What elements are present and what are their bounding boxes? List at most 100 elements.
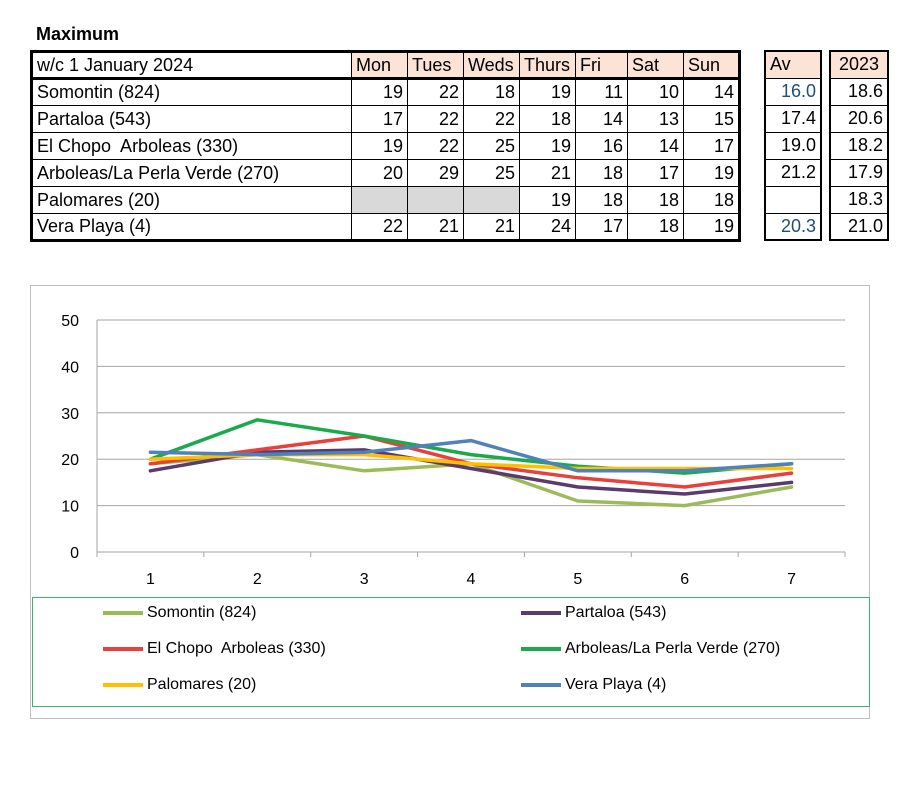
table-row: Partaloa (543) 17 22 22 18 14 13 15 bbox=[31, 105, 740, 133]
y-tick-label: 20 bbox=[61, 452, 79, 469]
table-cell: 15 bbox=[683, 105, 740, 133]
legend-swatch bbox=[521, 611, 561, 615]
x-tick-label: 5 bbox=[573, 571, 582, 588]
table-cell-empty bbox=[351, 186, 408, 214]
y-tick-label: 40 bbox=[61, 359, 79, 376]
average-cell: 19.0 bbox=[764, 131, 822, 160]
table-cell: 14 bbox=[683, 78, 740, 106]
table-cell: 18 bbox=[575, 159, 628, 187]
legend-swatch bbox=[103, 683, 143, 687]
table-cell: 18 bbox=[627, 186, 684, 214]
series-line bbox=[148, 418, 794, 475]
table-header-row: w/c 1 January 2024 Mon Tues Weds Thurs F… bbox=[31, 51, 740, 80]
table-cell: 18 bbox=[575, 186, 628, 214]
table-row: Vera Playa (4) 22 21 21 24 17 18 19 bbox=[31, 213, 740, 241]
table-cell: 25 bbox=[463, 132, 520, 160]
table-cell: 18 bbox=[519, 105, 576, 133]
chart-legend: Somontin (824) Partaloa (543) El Chopo Arb… bbox=[32, 597, 870, 707]
table-cell: 14 bbox=[627, 132, 684, 160]
x-tick-label: 4 bbox=[467, 571, 476, 588]
day-header: Sun bbox=[683, 51, 740, 80]
table-cell-empty bbox=[407, 186, 464, 214]
table-cell: 19 bbox=[351, 132, 408, 160]
table-cell: 22 bbox=[407, 78, 464, 106]
legend-swatch bbox=[521, 647, 561, 651]
week-label: w/c 1 January 2024 bbox=[31, 51, 352, 80]
table-cell: 16 bbox=[575, 132, 628, 160]
table-cell: 29 bbox=[407, 159, 464, 187]
table-cell: 19 bbox=[351, 78, 408, 106]
average-cell: 21.2 bbox=[764, 158, 822, 187]
average-table: Av 16.0 17.4 19.0 21.2 20.3 bbox=[764, 50, 822, 241]
table-cell: 17 bbox=[627, 159, 684, 187]
table-cell: 14 bbox=[575, 105, 628, 133]
legend-label: Somontin (824) bbox=[147, 604, 257, 621]
table-cell: 19 bbox=[683, 213, 740, 241]
day-header: Tues bbox=[407, 51, 464, 80]
year-cell: 21.0 bbox=[829, 212, 889, 241]
table-cell: 18 bbox=[463, 78, 520, 106]
legend-item: Somontin (824) bbox=[103, 604, 256, 622]
y-tick-label: 30 bbox=[61, 406, 79, 423]
table-cell: 19 bbox=[519, 78, 576, 106]
table-cell: 18 bbox=[627, 213, 684, 241]
average-cell: 16.0 bbox=[764, 77, 822, 106]
legend-label: El Chopo Arboleas (330) bbox=[147, 640, 326, 657]
average-header: Av bbox=[764, 50, 822, 79]
table-cell: 13 bbox=[627, 105, 684, 133]
table-cell: 25 bbox=[463, 159, 520, 187]
series-line bbox=[148, 438, 794, 473]
table-cell: 20 bbox=[351, 159, 408, 187]
table-cell: 24 bbox=[519, 213, 576, 241]
location-name: Partaloa (543) bbox=[31, 105, 352, 133]
day-header: Fri bbox=[575, 51, 628, 80]
legend-item: Vera Playa (4) bbox=[521, 676, 666, 694]
legend-swatch bbox=[521, 683, 561, 687]
x-tick-label: 6 bbox=[680, 571, 689, 588]
average-cell: 17.4 bbox=[764, 104, 822, 133]
table-cell: 21 bbox=[463, 213, 520, 241]
legend-label: Arboleas/La Perla Verde (270) bbox=[565, 640, 781, 657]
table-cell: 17 bbox=[575, 213, 628, 241]
legend-item: Partaloa (543) bbox=[521, 604, 666, 622]
table-cell: 17 bbox=[683, 132, 740, 160]
legend-swatch bbox=[103, 647, 143, 651]
chart-area bbox=[30, 285, 870, 719]
table-row: Palomares (20) 19 18 18 18 bbox=[31, 186, 740, 214]
y-tick-label: 0 bbox=[70, 545, 79, 562]
location-name: Somontin (824) bbox=[31, 78, 352, 106]
y-tick-label: 10 bbox=[61, 499, 79, 516]
x-tick-label: 2 bbox=[253, 571, 262, 588]
x-tick-label: 3 bbox=[360, 571, 369, 588]
table-cell-empty bbox=[463, 186, 520, 214]
legend-label: Palomares (20) bbox=[147, 676, 257, 693]
previous-year-table: 2023 18.6 20.6 18.2 17.9 18.3 21.0 bbox=[829, 50, 889, 241]
legend-item: El Chopo Arboleas (330) bbox=[103, 640, 326, 658]
series-line bbox=[148, 452, 794, 471]
table-cell: 22 bbox=[351, 213, 408, 241]
year-cell: 18.3 bbox=[829, 185, 889, 214]
table-cell: 21 bbox=[407, 213, 464, 241]
year-cell: 18.6 bbox=[829, 77, 889, 106]
table-row: El Chopo Arboleas (330) 19 22 25 19 16 1… bbox=[31, 132, 740, 160]
legend-item: Arboleas/La Perla Verde (270) bbox=[521, 640, 780, 658]
average-cell: 20.3 bbox=[764, 212, 822, 241]
location-name: El Chopo Arboleas (330) bbox=[31, 132, 352, 160]
series-line bbox=[148, 434, 794, 489]
y-tick-label: 50 bbox=[61, 313, 79, 330]
year-header: 2023 bbox=[829, 50, 889, 79]
table-row: Somontin (824) 19 22 18 19 11 10 14 bbox=[31, 78, 740, 106]
day-header: Sat bbox=[627, 51, 684, 80]
main-temperature-table: w/c 1 January 2024 Mon Tues Weds Thurs F… bbox=[30, 50, 741, 242]
location-name: Vera Playa (4) bbox=[31, 213, 352, 241]
legend-item: Palomares (20) bbox=[103, 676, 256, 694]
table-title: Maximum bbox=[36, 24, 120, 44]
legend-swatch bbox=[103, 611, 143, 615]
legend-label: Vera Playa (4) bbox=[565, 676, 667, 693]
table-cell: 19 bbox=[683, 159, 740, 187]
x-tick-label: 7 bbox=[787, 571, 796, 588]
day-header: Thurs bbox=[519, 51, 576, 80]
x-tick-label: 1 bbox=[146, 571, 155, 588]
series-line bbox=[148, 448, 794, 496]
